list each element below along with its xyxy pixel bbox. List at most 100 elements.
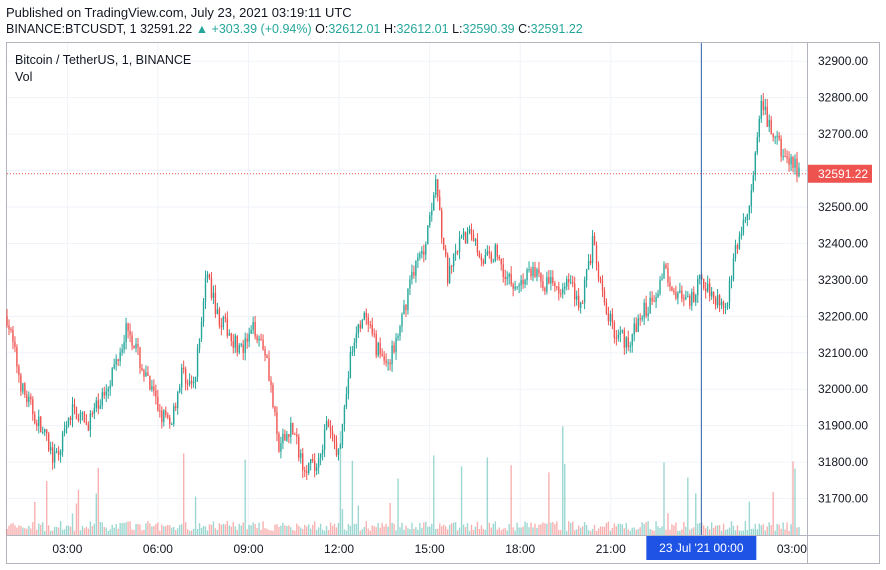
volume-bar: [315, 529, 318, 535]
high-label: H:: [383, 22, 397, 36]
volume-bar: [538, 524, 540, 535]
volume-bar: [740, 530, 743, 535]
volume-bar: [359, 530, 362, 535]
candle-body: [617, 334, 620, 339]
candle-body: [490, 253, 493, 262]
volume-bar: [448, 524, 451, 535]
volume-bar: [288, 525, 290, 535]
candle-body: [798, 167, 800, 177]
volume-bar: [292, 530, 294, 535]
volume-bar: [365, 521, 367, 535]
volume-bar: [87, 528, 90, 535]
candle-body: [405, 305, 407, 311]
volume-bar: [417, 529, 419, 535]
volume-bar: [464, 527, 467, 535]
volume-bar: [339, 431, 342, 535]
volume-bar: [492, 523, 495, 535]
candle-body: [431, 210, 433, 216]
volume-bar: [728, 527, 731, 535]
volume-bar: [415, 527, 417, 535]
volume-bar: [93, 523, 96, 535]
volume-bar: [776, 523, 778, 535]
volume-bar: [129, 521, 131, 535]
candle-body: [770, 119, 772, 135]
volume-bar: [79, 530, 82, 535]
candle-body: [47, 433, 50, 451]
volume-bar: [204, 526, 207, 535]
legend-volume: Vol: [15, 70, 33, 84]
candle-body: [611, 313, 614, 323]
candle-body: [510, 273, 512, 285]
candle-body: [500, 258, 502, 265]
volume-bar: [355, 523, 358, 535]
volume-bar: [167, 524, 169, 535]
volume-bar: [669, 529, 671, 535]
candle-body: [256, 336, 258, 341]
volume-bar: [286, 526, 288, 535]
candle-body: [155, 390, 157, 397]
volume-bar: [425, 521, 427, 535]
candle-body: [786, 156, 788, 159]
candle-body: [258, 338, 260, 341]
volume-bar: [603, 526, 606, 535]
volume-bar: [502, 528, 504, 535]
candle-body: [61, 432, 64, 452]
candle-body: [341, 423, 344, 445]
candle-body: [728, 280, 731, 303]
candle-body: [323, 429, 326, 450]
volume-bar: [278, 526, 280, 535]
volume-bar: [105, 527, 107, 535]
volume-bar: [403, 529, 405, 535]
volume-bar: [593, 524, 596, 535]
candle-body: [73, 404, 76, 408]
candle-body: [550, 277, 552, 284]
volume-bar: [252, 522, 254, 535]
candle-body: [512, 284, 514, 289]
volume-bar: [127, 521, 129, 535]
candle-body: [317, 457, 320, 468]
candle-body: [649, 297, 651, 314]
volume-bar: [607, 521, 610, 535]
candle-body: [421, 251, 423, 254]
candle-body: [623, 330, 626, 348]
candle-body: [379, 342, 381, 355]
candle-body: [87, 424, 90, 431]
candle-body: [671, 286, 673, 291]
candle-body: [425, 244, 427, 255]
volume-bar: [101, 522, 103, 535]
volume-bar: [395, 530, 397, 535]
candle-body: [308, 463, 310, 473]
volume-bar: [750, 528, 753, 535]
candle-body: [440, 210, 443, 238]
volume-bar: [296, 523, 298, 535]
volume-bar: [730, 521, 733, 535]
volume-bar: [385, 523, 387, 535]
candle-body: [450, 265, 453, 267]
candle-body: [764, 106, 766, 110]
volume-bar: [456, 530, 459, 535]
candle-body: [224, 316, 227, 319]
candle-body: [546, 277, 548, 292]
candle-body: [248, 333, 250, 342]
volume-bar: [637, 529, 639, 535]
volume-bar: [135, 523, 137, 535]
volume-bar: [42, 522, 44, 535]
x-tick-label: 12:00: [324, 542, 354, 556]
candle-body: [607, 313, 610, 322]
volume-bar: [73, 530, 76, 535]
candle-body: [234, 335, 236, 348]
volume-bar: [216, 529, 219, 535]
volume-bar: [595, 530, 598, 535]
candle-body: [45, 429, 48, 434]
candle-body: [359, 324, 362, 329]
candle-body: [123, 342, 125, 350]
volume-bar: [542, 522, 544, 535]
x-tick-label: 06:00: [143, 542, 173, 556]
candle-body: [460, 236, 463, 238]
candle-body: [339, 444, 342, 449]
candle-body: [389, 362, 391, 365]
candle-body: [784, 156, 786, 158]
candle-body: [516, 286, 518, 288]
volume-bar: [474, 526, 477, 535]
